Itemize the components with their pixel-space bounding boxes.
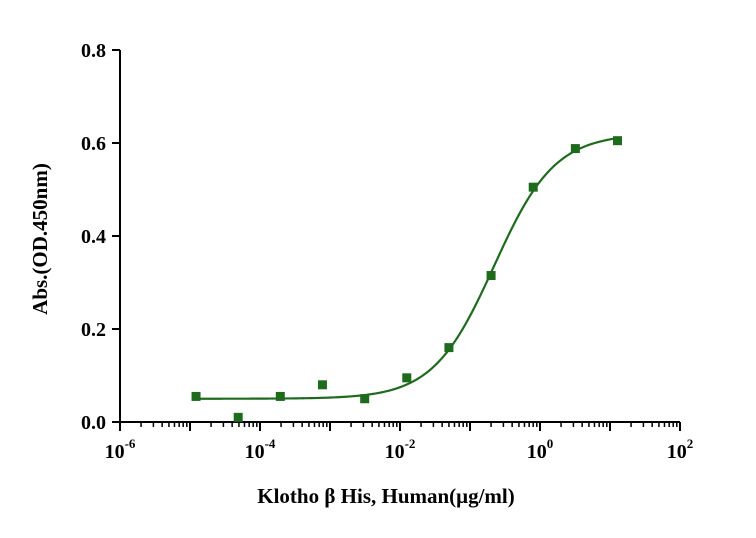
data-point	[191, 391, 201, 401]
data-point	[613, 136, 623, 146]
axes: 0.0 0.2 0.4 0.6 0.8 10-6 10-4 10-2 100 102	[81, 40, 693, 463]
data-point	[570, 144, 580, 154]
y-tick-label: 0.8	[81, 40, 106, 62]
x-tick-label: 10-4	[245, 436, 276, 463]
data-point	[528, 182, 538, 192]
x-tick-label: 10-2	[385, 436, 416, 463]
data-point	[402, 373, 412, 383]
data-point	[317, 380, 327, 390]
y-tick-label: 0.4	[81, 226, 106, 248]
y-tick-label: 0.6	[81, 133, 106, 155]
x-tick-label: 10-6	[105, 436, 136, 463]
data-point	[444, 343, 454, 353]
x-tick-label: 100	[527, 436, 554, 463]
y-axis-title: Abs.(OD.450nm)	[28, 163, 52, 315]
fit-curve	[196, 137, 618, 400]
x-ticks: 10-6 10-4 10-2 100 102	[105, 422, 694, 463]
y-tick-label: 0.2	[81, 319, 106, 341]
data-point	[275, 391, 285, 401]
data-point	[360, 394, 370, 404]
data-points	[191, 136, 623, 422]
y-tick-label: 0.0	[81, 412, 106, 434]
y-ticks: 0.0 0.2 0.4 0.6 0.8	[81, 40, 120, 434]
x-tick-label: 102	[667, 436, 694, 463]
x-axis-title: Klotho β His, Human(μg/ml)	[257, 484, 515, 508]
data-point	[233, 412, 243, 422]
data-point	[486, 271, 496, 281]
